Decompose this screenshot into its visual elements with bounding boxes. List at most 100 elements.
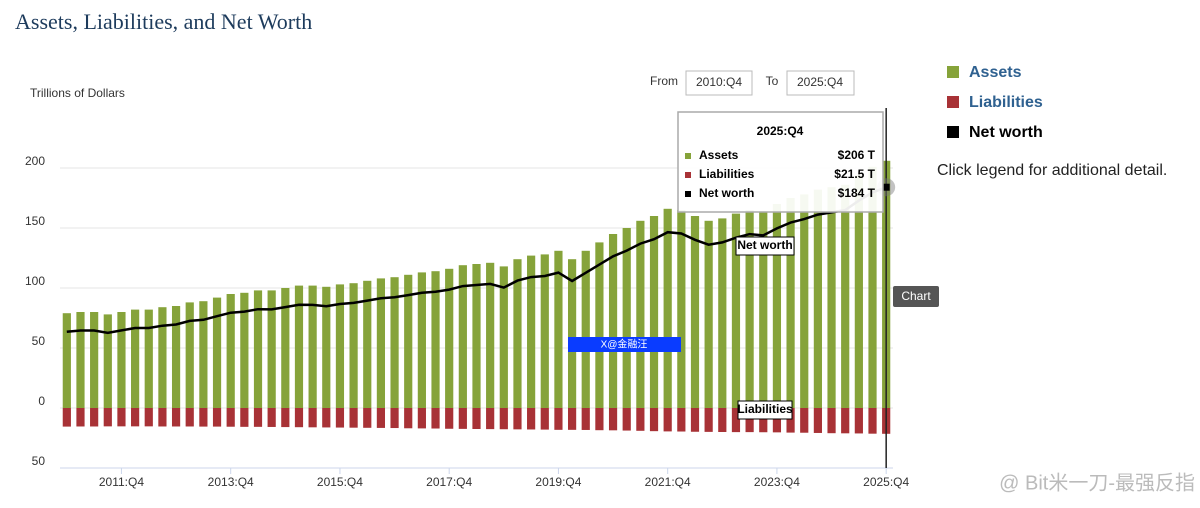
chart-button-label[interactable]: Chart	[901, 289, 931, 303]
bar	[445, 408, 454, 429]
bar	[212, 408, 222, 427]
bar	[171, 306, 181, 408]
legend-swatch[interactable]	[947, 126, 959, 138]
chart-title: Assets, Liabilities, and Net Worth	[15, 9, 312, 34]
bar	[76, 408, 85, 427]
bar	[677, 408, 686, 432]
x-tick-label: 2019:Q4	[535, 475, 581, 489]
bar	[622, 408, 631, 431]
bar	[745, 408, 754, 433]
bar	[567, 408, 577, 430]
bar	[308, 285, 317, 408]
bar	[731, 408, 741, 433]
legend-label[interactable]: Assets	[969, 64, 1022, 81]
to-input[interactable]	[786, 70, 855, 96]
bar	[322, 286, 331, 408]
watermark-box	[568, 337, 681, 352]
bar	[404, 408, 413, 429]
bar	[294, 285, 304, 408]
bar	[581, 250, 590, 408]
bar	[103, 314, 112, 408]
bar	[486, 262, 495, 408]
bar	[117, 312, 126, 408]
bar	[499, 408, 508, 430]
from-value[interactable]: 2010:Q4	[696, 75, 742, 89]
annotation: Liabilities	[737, 402, 793, 416]
bar	[649, 408, 659, 432]
watermark: @ Bit米一刀-最强反指	[999, 471, 1195, 494]
bar	[827, 187, 836, 408]
bar	[786, 408, 795, 433]
to-label: To	[766, 74, 779, 88]
x-tick-label: 2025:Q4	[863, 475, 909, 489]
bar	[690, 408, 700, 432]
bar	[253, 408, 263, 427]
bar	[349, 408, 358, 428]
bar	[226, 408, 235, 427]
bar	[704, 220, 713, 408]
legend-note: Click legend for additional detail.	[937, 162, 1167, 179]
tooltip-swatch	[685, 153, 691, 159]
bar	[800, 194, 809, 408]
bar	[458, 265, 467, 408]
legend-swatch[interactable]	[947, 66, 959, 78]
bar	[431, 271, 440, 408]
bar	[554, 408, 563, 430]
y-tick-label: 50	[32, 334, 46, 348]
legend-label[interactable]: Liabilities	[969, 94, 1043, 111]
bar	[608, 234, 618, 408]
x-tick-label: 2017:Q4	[426, 475, 472, 489]
line	[66, 186, 887, 335]
bar	[868, 408, 877, 434]
tooltip-swatch	[685, 191, 691, 197]
y-tick-label: 150	[25, 214, 45, 228]
watermark: X@金融汪	[601, 338, 648, 351]
y-tick-label: 100	[25, 274, 45, 288]
tooltip-name: Liabilities	[699, 167, 755, 181]
bar	[90, 408, 99, 427]
bar	[786, 198, 795, 408]
tooltip-title: 2025:Q4	[757, 124, 804, 138]
bar	[868, 166, 877, 408]
bar	[294, 408, 304, 428]
bar	[335, 284, 345, 408]
y-tick-label: 0	[38, 394, 45, 408]
bar	[704, 408, 713, 432]
annotation-box	[737, 400, 793, 420]
to-value[interactable]: 2025:Q4	[797, 75, 843, 89]
bar	[513, 408, 522, 430]
bar	[62, 408, 71, 427]
bar	[608, 408, 618, 431]
y-tick-label: 200	[25, 154, 45, 168]
chart-button[interactable]	[893, 286, 939, 307]
annotation: Net worth	[737, 238, 792, 252]
bar	[759, 408, 768, 433]
bar	[854, 408, 863, 434]
bar	[240, 292, 249, 408]
bar	[240, 408, 249, 427]
bar	[841, 184, 850, 408]
bar	[281, 408, 290, 428]
bar	[185, 408, 194, 427]
bar	[649, 216, 659, 408]
bar	[663, 208, 672, 408]
bar	[527, 255, 536, 408]
x-tick-label: 2021:Q4	[645, 475, 691, 489]
legend-label[interactable]: Net worth	[969, 124, 1043, 141]
x-tick-label: 2015:Q4	[317, 475, 363, 489]
bar	[199, 301, 208, 408]
bar	[76, 312, 85, 408]
legend-swatch[interactable]	[947, 96, 959, 108]
bar	[731, 213, 741, 408]
annotation-box	[735, 236, 795, 256]
bar	[131, 408, 140, 427]
bar	[376, 278, 386, 408]
bar	[636, 408, 645, 431]
from-label: From	[650, 74, 678, 88]
bar	[841, 408, 850, 434]
from-input[interactable]	[685, 70, 753, 96]
x-tick-label: 2011:Q4	[99, 475, 144, 489]
bar	[813, 189, 822, 408]
bar	[458, 408, 467, 429]
bar	[445, 268, 454, 408]
